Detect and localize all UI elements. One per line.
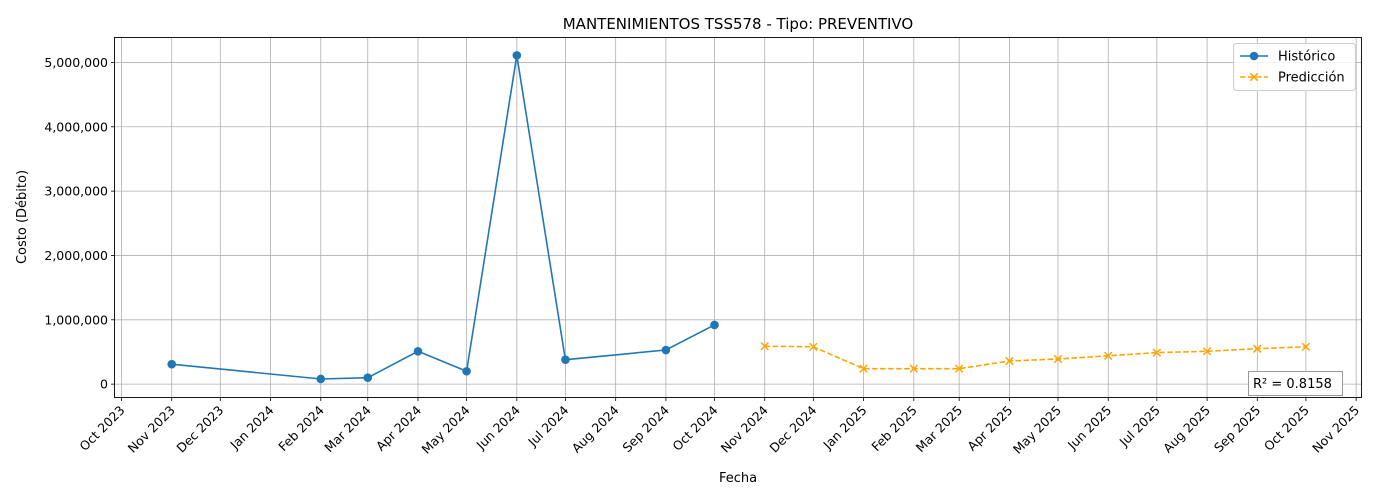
series-prediccion-point (859, 364, 868, 373)
series-prediccion-point (954, 364, 964, 373)
series-historico-point (316, 374, 326, 384)
x-tick-label: Mar 2025 (913, 403, 966, 456)
grid (115, 38, 1361, 397)
y-tick-label: 3,000,000 (44, 184, 108, 199)
x-tick-label: Dec 2023 (173, 403, 226, 456)
x-tick-label: Nov 2023 (125, 403, 178, 456)
y-tick-label: 1,000,000 (44, 312, 108, 327)
series-historico-point (710, 320, 719, 330)
series-prediccion-point (909, 364, 919, 373)
x-tick-label: Dec 2024 (766, 402, 819, 455)
x-tick-label: Aug 2025 (1160, 403, 1213, 456)
legend-historico-marker (1249, 51, 1259, 61)
series-historico-point (561, 355, 570, 364)
legend-prediccion-marker (1249, 72, 1259, 82)
x-tick-label: Oct 2024 (669, 402, 720, 453)
annotation-box (1248, 371, 1343, 396)
x-tick-label: Feb 2025 (868, 403, 920, 455)
y-tick-label: 4,000,000 (44, 119, 108, 134)
y-axis-title: Costo (Débito) (15, 170, 30, 264)
r-squared-annotation: R² = 0.8158 (1248, 371, 1343, 396)
x-tick-label: Sep 2025 (1211, 403, 1264, 456)
legend-prediccion-label: Predicción (1278, 71, 1345, 86)
x-tick-label: Apr 2025 (964, 403, 1015, 454)
x-tick-label: May 2024 (419, 402, 473, 456)
x-tick-label: Mar 2024 (321, 402, 374, 455)
series-prediccion-point (760, 341, 769, 351)
y-tick-label: 2,000,000 (44, 248, 108, 263)
plot-frame (114, 37, 1362, 398)
annotation-text: R² = 0.8158 (1253, 377, 1332, 392)
y-tick-label: 5,000,000 (44, 55, 108, 70)
x-axis-title: Fecha (719, 471, 757, 486)
x-tick-label: Jan 2024 (226, 402, 276, 452)
y-axis-ticks: 0 1,000,000 2,000,000 3,000,000 4,000,000 5,0… (44, 55, 115, 392)
x-tick-label: Oct 2023 (76, 403, 127, 454)
x-tick-label: Jul 2025 (1116, 403, 1163, 450)
series-prediccion-point (1104, 351, 1113, 361)
series-prediccion-point (809, 342, 818, 352)
x-tick-label: Jun 2025 (1064, 403, 1114, 453)
plot-series (167, 51, 1311, 384)
series-historico-point (512, 51, 522, 60)
series-historico-point (167, 359, 177, 369)
series-prediccion-point (1053, 354, 1063, 364)
series-prediccion-point (1301, 342, 1311, 352)
x-tick-label: Feb 2024 (275, 402, 327, 454)
series-prediccion-line (764, 345, 1306, 370)
series-historico-point (363, 373, 373, 382)
x-tick-label: May 2025 (1010, 403, 1064, 457)
series-historico-line (171, 55, 715, 380)
series-prediccion-point (1253, 344, 1262, 353)
x-tick-label: Apr 2024 (373, 402, 424, 453)
x-tick-label: Jun 2024 (473, 402, 523, 452)
series-historico-point (661, 345, 671, 355)
series-prediccion-point (1005, 356, 1014, 366)
legend-historico-label: Histórico (1278, 50, 1335, 65)
x-tick-label: Jan 2025 (819, 403, 869, 453)
x-tick-label: Oct 2025 (1261, 403, 1312, 454)
series-historico-point (462, 366, 471, 376)
series-prediccion-point (1152, 348, 1162, 357)
x-tick-label: Nov 2025 (1309, 403, 1362, 456)
legend: Histórico Predicción (1233, 43, 1356, 91)
x-tick-label: Aug 2024 (569, 402, 622, 455)
y-tick-label: 0 (100, 377, 108, 392)
x-tick-label: Jul 2024 (524, 402, 571, 449)
chart-title: MANTENIMIENTOS TSS578 - Tipo: PREVENTIVO (563, 15, 914, 33)
series-historico-point (413, 347, 423, 356)
x-tick-label: Nov 2024 (718, 402, 771, 455)
x-tick-label: Sep 2024 (619, 402, 672, 455)
series-prediccion-point (1202, 347, 1212, 356)
